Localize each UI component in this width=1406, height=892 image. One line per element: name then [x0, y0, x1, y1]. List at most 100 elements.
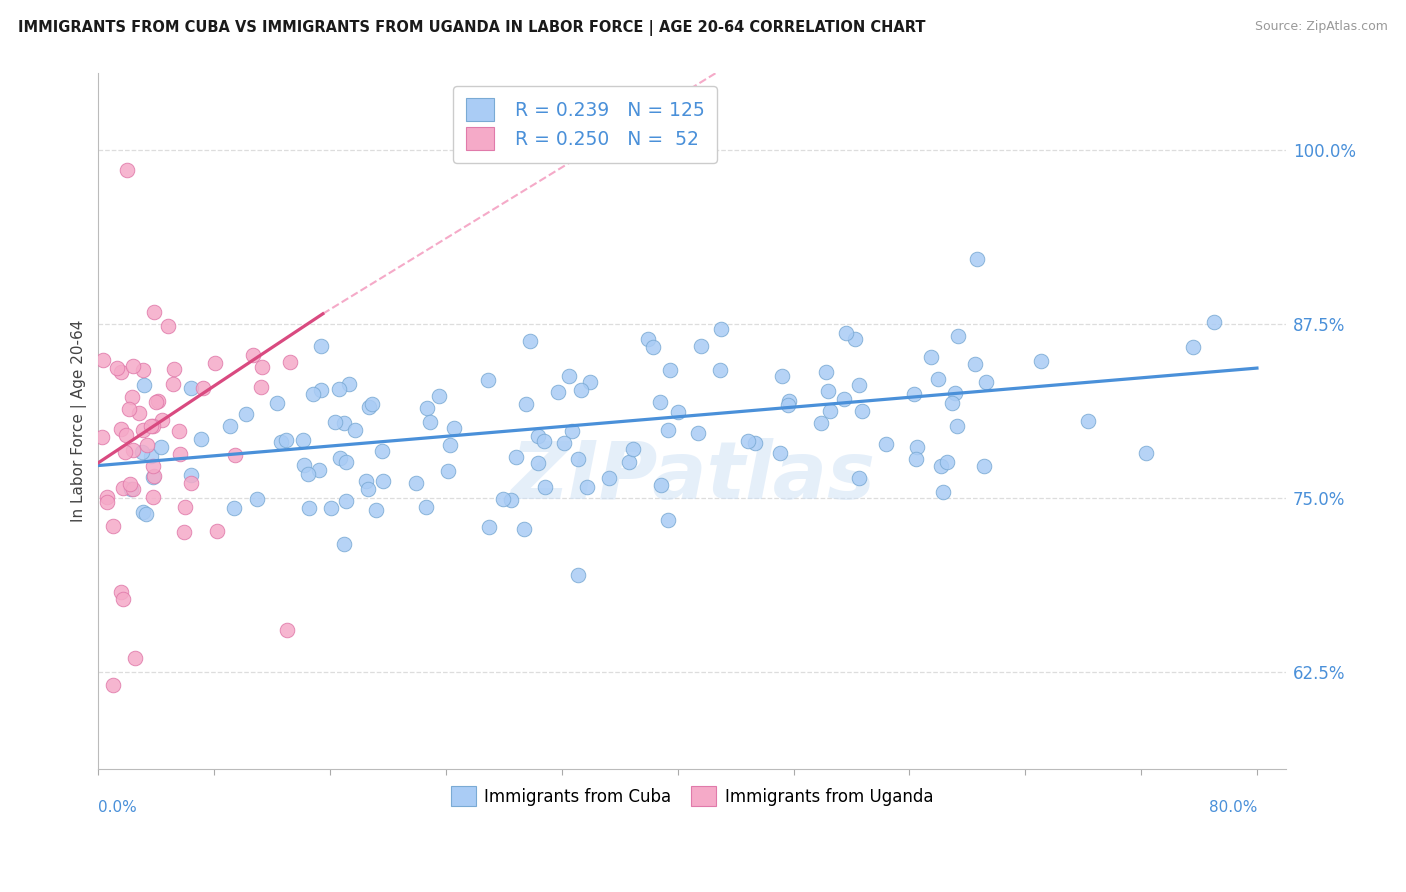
Point: [657, 513, 679, 527]
Point: [135, 507, 157, 521]
Point: [224, 501, 246, 516]
Point: [297, 467, 319, 481]
Point: [966, 252, 988, 266]
Point: [415, 500, 437, 514]
Point: [598, 471, 620, 485]
Point: [920, 350, 942, 364]
Point: [929, 459, 952, 474]
Point: [343, 423, 366, 437]
Point: [142, 470, 165, 484]
Point: [575, 480, 598, 494]
Point: [121, 391, 143, 405]
Point: [235, 407, 257, 421]
Point: [579, 375, 602, 389]
Point: [371, 474, 394, 488]
Point: [308, 463, 330, 477]
Point: [246, 492, 269, 507]
Point: [973, 458, 995, 473]
Point: [637, 332, 659, 346]
Point: [173, 524, 195, 539]
Point: [770, 368, 793, 383]
Legend: Immigrants from Cuba, Immigrants from Uganda: Immigrants from Cuba, Immigrants from Ug…: [444, 780, 941, 813]
Point: [903, 386, 925, 401]
Point: [1077, 414, 1099, 428]
Point: [778, 394, 800, 409]
Point: [526, 456, 548, 470]
Point: [332, 537, 354, 551]
Point: [357, 482, 380, 496]
Point: [298, 500, 321, 515]
Point: [505, 450, 527, 465]
Point: [688, 426, 710, 441]
Point: [124, 650, 146, 665]
Point: [905, 440, 928, 454]
Point: [946, 418, 969, 433]
Point: [650, 478, 672, 492]
Point: [709, 363, 731, 377]
Point: [650, 395, 672, 409]
Point: [132, 378, 155, 392]
Point: [513, 522, 536, 536]
Point: [101, 678, 124, 692]
Point: [142, 458, 165, 473]
Point: [478, 520, 501, 534]
Point: [139, 449, 162, 463]
Point: [121, 443, 143, 458]
Point: [224, 448, 246, 462]
Point: [364, 503, 387, 517]
Point: [1029, 354, 1052, 368]
Point: [101, 519, 124, 533]
Point: [492, 492, 515, 507]
Point: [157, 319, 180, 334]
Point: [810, 416, 832, 430]
Point: [301, 386, 323, 401]
Point: [162, 376, 184, 391]
Point: [115, 428, 138, 442]
Point: [832, 392, 855, 406]
Text: ZIPatlas: ZIPatlas: [509, 438, 875, 516]
Point: [121, 359, 143, 373]
Point: [190, 432, 212, 446]
Point: [145, 394, 167, 409]
Point: [439, 437, 461, 451]
Point: [769, 446, 792, 460]
Text: IMMIGRANTS FROM CUBA VS IMMIGRANTS FROM UGANDA IN LABOR FORCE | AGE 20-64 CORREL: IMMIGRANTS FROM CUBA VS IMMIGRANTS FROM …: [18, 20, 925, 36]
Point: [96, 495, 118, 509]
Point: [180, 475, 202, 490]
Point: [333, 416, 356, 430]
Point: [948, 329, 970, 343]
Point: [519, 334, 541, 348]
Point: [361, 397, 384, 411]
Point: [114, 445, 136, 459]
Point: [163, 362, 186, 376]
Point: [710, 321, 733, 335]
Point: [128, 406, 150, 420]
Point: [142, 418, 165, 433]
Point: [527, 429, 550, 443]
Point: [204, 356, 226, 370]
Point: [110, 422, 132, 436]
Point: [844, 332, 866, 346]
Point: [250, 359, 273, 374]
Point: [135, 438, 157, 452]
Point: [250, 380, 273, 394]
Point: [112, 482, 135, 496]
Point: [132, 505, 155, 519]
Point: [817, 384, 839, 398]
Point: [690, 339, 713, 353]
Point: [835, 326, 858, 340]
Point: [110, 365, 132, 379]
Point: [149, 440, 172, 454]
Point: [569, 383, 592, 397]
Point: [558, 368, 581, 383]
Point: [319, 501, 342, 516]
Point: [335, 455, 357, 469]
Point: [180, 381, 202, 395]
Point: [354, 475, 377, 489]
Point: [93, 353, 115, 368]
Point: [534, 480, 557, 494]
Point: [416, 401, 439, 415]
Point: [943, 386, 966, 401]
Point: [96, 490, 118, 504]
Point: [169, 447, 191, 461]
